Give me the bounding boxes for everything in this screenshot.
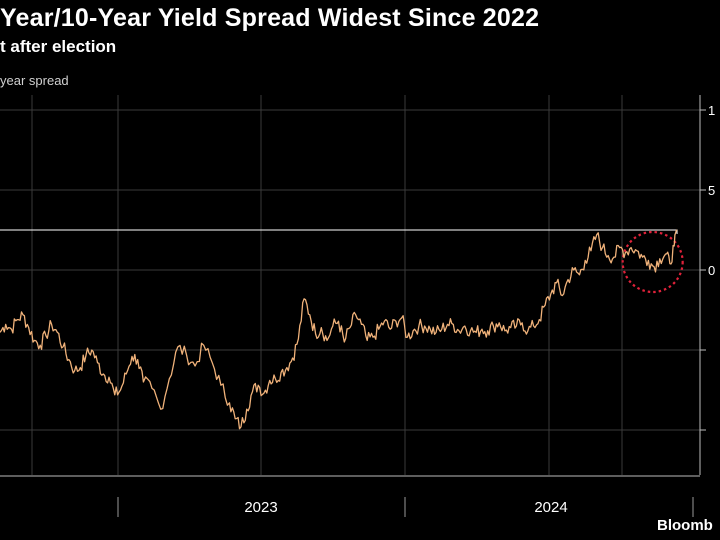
y-tick-label: 1 (708, 103, 715, 118)
highlight-circle (621, 230, 684, 294)
grid-lines (0, 95, 700, 475)
y-tick-label: 0 (708, 263, 715, 278)
source-label: Bloomb (657, 517, 713, 534)
x-tick-label: 2024 (534, 499, 567, 516)
x-tick-label: 2023 (244, 499, 277, 516)
annotations (0, 229, 684, 294)
series-line (0, 229, 678, 430)
y-axis-label: year spread (0, 73, 69, 88)
y-tick-label: 5 (708, 183, 715, 198)
x-axis: 2023 2024 (0, 475, 700, 517)
chart-title: Year/10-Year Yield Spread Widest Since 2… (0, 4, 540, 32)
y-axis: 1 5 0 (699, 95, 715, 475)
reference-line (0, 229, 678, 234)
chart-subtitle: t after election (0, 37, 117, 56)
plot-area (0, 229, 678, 430)
